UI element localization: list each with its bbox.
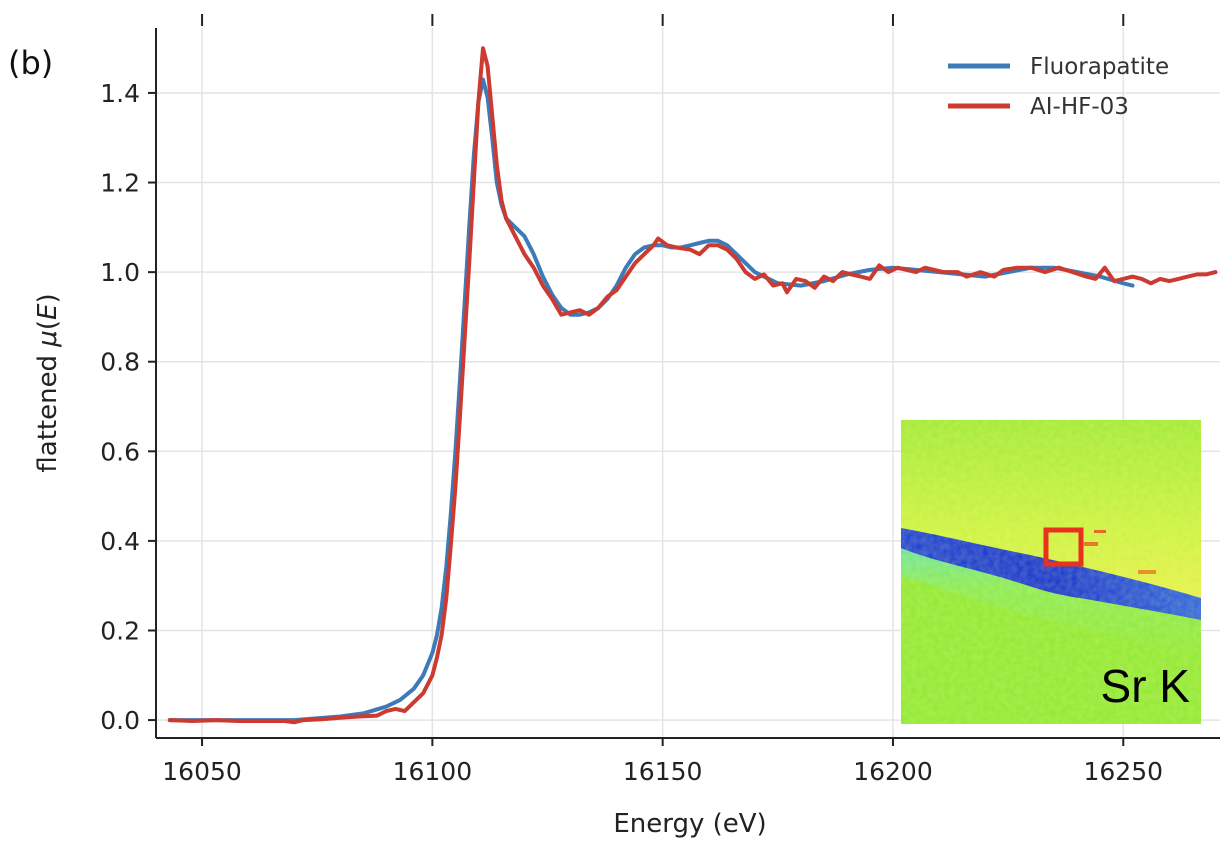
y-tick-label: 1.4 <box>100 79 140 108</box>
y-tick-label: 0.2 <box>100 616 140 645</box>
x-tick-label: 16200 <box>853 757 933 786</box>
x-tick-label: 16050 <box>162 757 242 786</box>
inset-orange-speck-2 <box>1094 530 1106 533</box>
x-axis-title: Energy (eV) <box>613 809 766 839</box>
y-axis-title-close: ) <box>33 293 63 303</box>
panel-label: (b) <box>8 44 53 82</box>
sr-k-map-inset: Sr K <box>901 420 1201 724</box>
tick-labels: 16050 16100 16150 16200 16250 0.0 0.2 0.4 0.6 0.8… <box>100 79 1163 786</box>
series-layer <box>167 46 1218 725</box>
y-axis-title-open: ( <box>33 320 63 330</box>
inset-orange-speck <box>1138 570 1156 574</box>
y-tick-label: 0.8 <box>100 348 140 377</box>
y-tick-label: 0.0 <box>100 706 140 735</box>
x-tick-label: 16250 <box>1084 757 1164 786</box>
y-tick-label: 0.6 <box>100 437 140 466</box>
x-tick-label: 16100 <box>393 757 473 786</box>
y-tick-label: 0.4 <box>100 527 140 556</box>
y-axis-title-var: E <box>33 303 63 320</box>
inset-label: Sr K <box>1101 660 1191 712</box>
inset-orange-speck-3 <box>1084 542 1098 546</box>
axis-ticks <box>148 14 1125 746</box>
y-tick-label: 1.0 <box>100 258 140 287</box>
y-axis-title-mu: μ <box>33 330 63 348</box>
y-tick-label: 1.2 <box>100 169 140 198</box>
legend: Fluorapatite AI-HF-03 <box>948 54 1169 120</box>
x-tick-label: 16150 <box>623 757 703 786</box>
legend-label-ai-hf-03: AI-HF-03 <box>1030 94 1129 120</box>
legend-label-fluorapatite: Fluorapatite <box>1030 54 1169 80</box>
series-line-ai-hf-03 <box>167 46 1218 725</box>
y-axis-title: flattened μ(E) <box>33 293 63 472</box>
inset-selection-marker <box>1043 527 1084 567</box>
y-axis-title-prefix: flattened <box>33 347 63 473</box>
